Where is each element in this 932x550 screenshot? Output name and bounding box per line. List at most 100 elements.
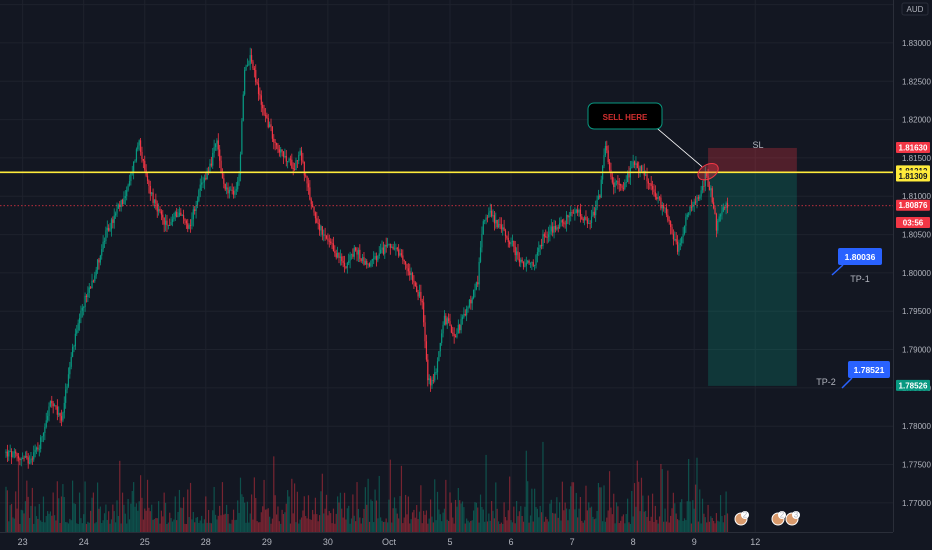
volume-bar (242, 496, 244, 532)
candle-body (28, 462, 31, 464)
price-tick-label: 1.83000 (902, 39, 931, 48)
volume-bar (159, 523, 161, 532)
candle-body (378, 253, 380, 257)
volume-bar (518, 511, 520, 532)
volume-bar (87, 521, 89, 532)
candle-body (334, 251, 336, 254)
volume-bar (124, 513, 126, 532)
volume-bar (496, 508, 498, 532)
candle-body (227, 187, 229, 194)
candle-body (536, 252, 539, 256)
candle-body (457, 324, 459, 333)
candle-body (585, 217, 587, 220)
tp1-label: TP-1 (850, 274, 870, 284)
candle-body (180, 212, 182, 216)
candle-body (550, 226, 552, 232)
candle-body (173, 216, 175, 220)
volume-bar (239, 477, 242, 532)
candle-body (650, 183, 652, 187)
volume-bar (632, 516, 634, 532)
candle-body (177, 215, 179, 218)
candle-body (646, 174, 648, 182)
candle-body (625, 181, 627, 184)
candle-body (346, 262, 348, 268)
candle-body (171, 219, 174, 223)
candle-body (56, 406, 58, 415)
candle-body (355, 247, 357, 251)
candle-body (511, 240, 514, 243)
volume-bar (479, 494, 482, 532)
candle-body (306, 176, 308, 184)
volume-bar (217, 515, 219, 532)
volume-bar (213, 486, 215, 532)
candle-body (420, 291, 422, 301)
short-position-tool[interactable] (708, 147, 797, 386)
volume-bar (542, 441, 544, 532)
candle-body (724, 207, 726, 209)
volume-bar (6, 490, 8, 532)
volume-bar (8, 521, 10, 532)
candle-body (160, 211, 162, 215)
time-axis-bg (0, 532, 932, 550)
volume-bar (26, 480, 28, 532)
callout-tp1-pointer (831, 264, 844, 276)
volume-bar (364, 487, 366, 532)
candle-body (142, 159, 144, 161)
volume-bar (453, 523, 455, 532)
candle-body (221, 173, 224, 179)
volume-bar (497, 521, 500, 532)
volume-bar (488, 513, 490, 532)
volume-bar (331, 523, 333, 532)
candle-body (196, 200, 199, 206)
price-tag-bg (896, 216, 930, 228)
candle-body (597, 195, 600, 200)
candle-body (681, 237, 683, 244)
volume-bar (693, 508, 695, 532)
candle-body (87, 292, 89, 298)
candle-body (26, 456, 28, 458)
volume-bar (574, 509, 576, 532)
volume-bar (506, 520, 508, 532)
candle-body (277, 145, 279, 150)
candle-body (510, 242, 512, 245)
volume-bar (481, 506, 483, 532)
candle-body (113, 215, 115, 223)
candle-body (252, 61, 254, 69)
candle-body (249, 55, 251, 65)
volume-bar (460, 503, 462, 532)
candle-body (654, 192, 656, 198)
volume-bar (423, 510, 425, 532)
volume-bar (436, 491, 439, 532)
volume-bar (507, 510, 509, 532)
volume-bar (13, 518, 15, 532)
candle-body (95, 269, 97, 276)
price-axis[interactable]: AUD1.830001.825001.820001.815001.810001.… (893, 0, 932, 550)
candle-body (166, 220, 168, 226)
candle-body (144, 160, 146, 170)
candle-body (217, 140, 219, 150)
candle-body (92, 280, 95, 282)
volume-bar (649, 520, 651, 532)
volume-bar (427, 523, 429, 532)
candle-body (589, 222, 591, 224)
candle-body (335, 253, 337, 258)
candle-body (124, 196, 126, 198)
candle-body (649, 183, 651, 185)
volume-bar (510, 520, 512, 532)
time-axis[interactable]: 23 24 25 28 29 30 Oct 5 6 7 8 9 12 (0, 532, 932, 550)
volume-bar (438, 509, 440, 532)
candle-body (207, 170, 210, 172)
volume-bar (554, 513, 557, 532)
volume-bar (665, 521, 668, 532)
volume-bar (277, 506, 279, 532)
candle-body (475, 282, 477, 290)
volume-bar (664, 508, 666, 532)
candle-body (565, 214, 568, 225)
volume-bar (670, 515, 672, 532)
volume-bar (252, 519, 254, 532)
candle-body (328, 240, 330, 242)
candle-body (454, 336, 457, 338)
